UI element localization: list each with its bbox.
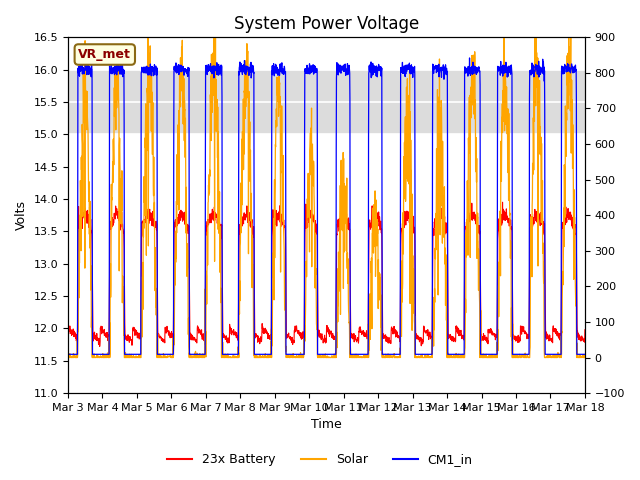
Text: VR_met: VR_met xyxy=(78,48,131,61)
Y-axis label: Volts: Volts xyxy=(15,200,28,230)
X-axis label: Time: Time xyxy=(311,419,342,432)
Bar xyxy=(68,70,585,134)
Legend: 23x Battery, Solar, CM1_in: 23x Battery, Solar, CM1_in xyxy=(163,448,477,471)
Title: System Power Voltage: System Power Voltage xyxy=(234,15,419,33)
